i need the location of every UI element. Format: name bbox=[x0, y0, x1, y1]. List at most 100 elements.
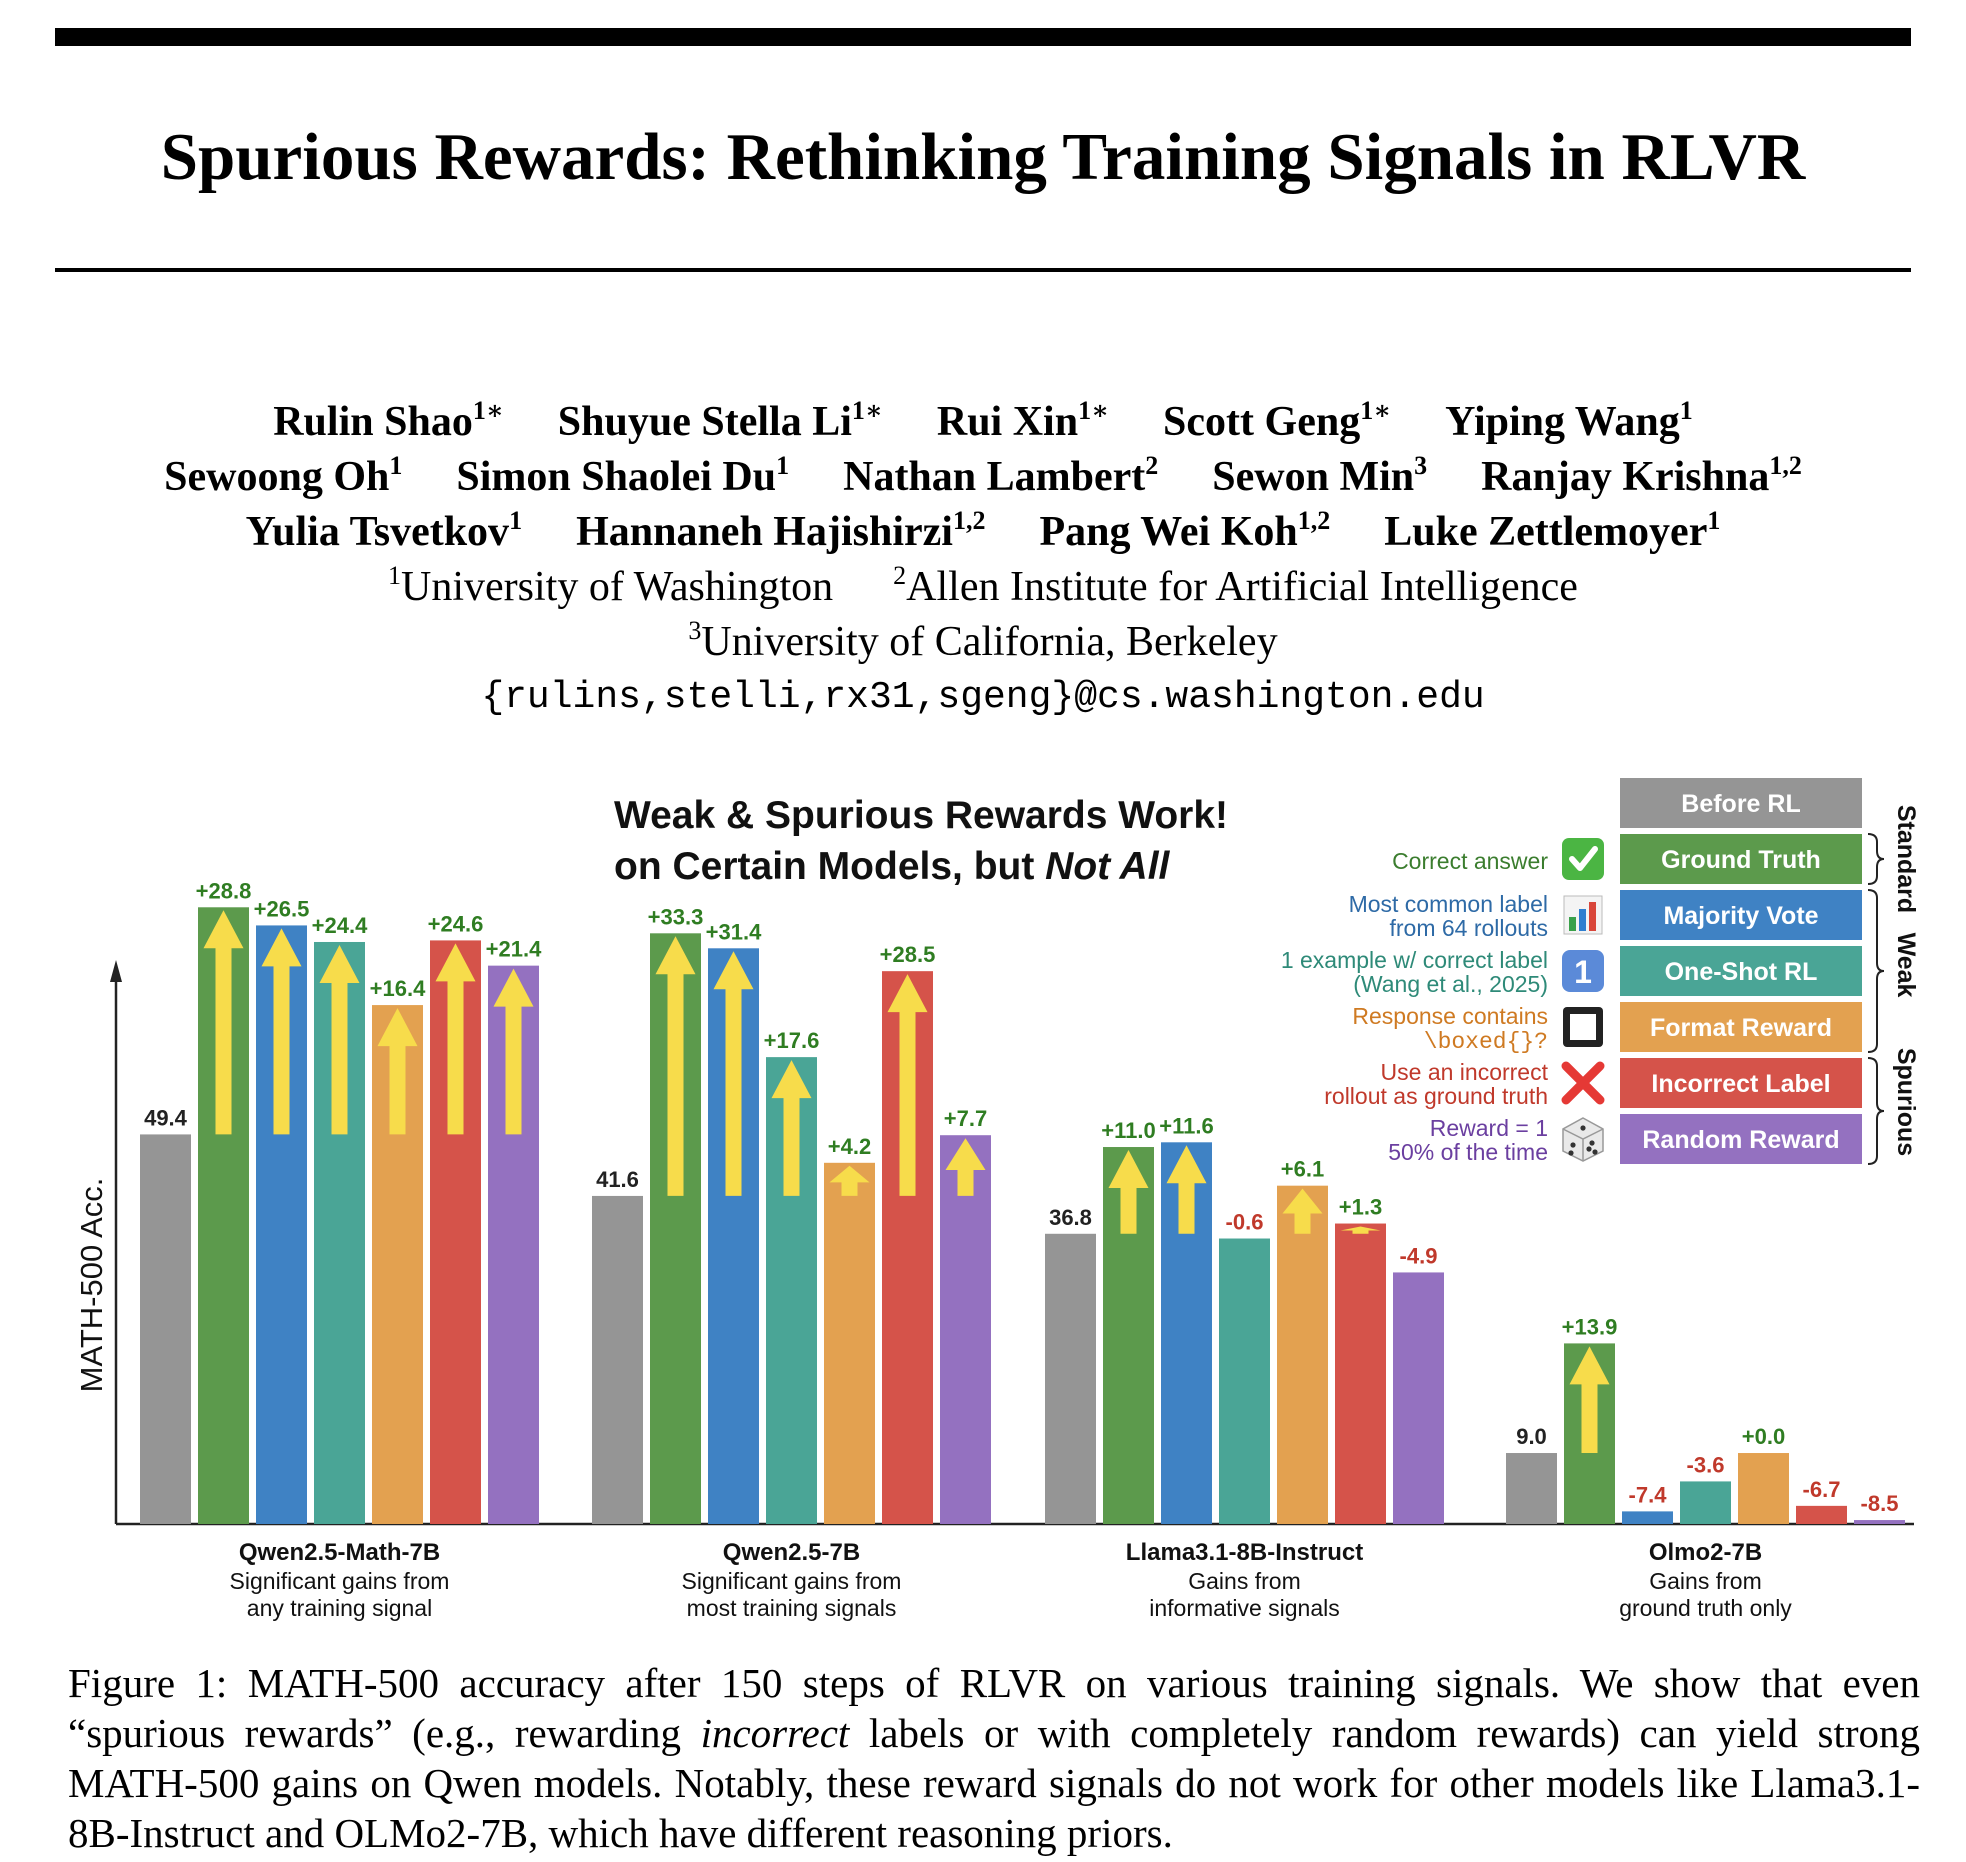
author-name: Rui Xin1∗ bbox=[937, 395, 1109, 450]
bar-delta-label: +16.4 bbox=[370, 976, 426, 1001]
caption-text: Figure 1: MATH-500 accuracy after 150 st… bbox=[68, 1660, 1920, 1756]
legend-label: Majority Vote bbox=[1663, 902, 1818, 930]
legend-description: Most common label bbox=[1349, 891, 1548, 917]
bar-delta-label: +24.4 bbox=[312, 913, 368, 938]
author-name-text: Nathan Lambert bbox=[843, 454, 1146, 500]
bar-delta-label: -8.5 bbox=[1861, 1491, 1899, 1516]
author-block: Rulin Shao1∗ Shuyue Stella Li1∗ Rui Xin1∗ S… bbox=[0, 395, 1966, 725]
group-model-label: Olmo2-7B bbox=[1649, 1539, 1762, 1566]
gain-arrow bbox=[203, 910, 244, 1135]
bar-delta-label: +11.6 bbox=[1159, 1113, 1213, 1138]
author-name-text: Rulin Shao bbox=[273, 399, 473, 445]
affiliation: 1University of Washington bbox=[388, 560, 833, 615]
group-subtitle: Significant gains from bbox=[230, 1568, 450, 1594]
author-name: Luke Zettlemoyer1 bbox=[1384, 505, 1720, 560]
gain-arrow bbox=[1282, 1188, 1323, 1234]
affiliation-mark: 3 bbox=[688, 616, 702, 645]
legend-description: 1 example w/ correct label bbox=[1281, 947, 1548, 973]
author-name-text: Shuyue Stella Li bbox=[557, 399, 852, 445]
legend-label: Ground Truth bbox=[1661, 846, 1821, 874]
gain-arrow bbox=[1108, 1150, 1149, 1234]
author-name: Pang Wei Koh1,2 bbox=[1039, 505, 1330, 560]
legend-description: (Wang et al., 2025) bbox=[1353, 971, 1548, 997]
bar bbox=[1335, 1223, 1386, 1524]
gain-arrow bbox=[655, 936, 696, 1196]
author-affiliation-mark: 1,2 bbox=[1297, 506, 1331, 535]
author-affiliation-mark: 2 bbox=[1145, 451, 1159, 480]
y-axis-arrow bbox=[110, 960, 122, 982]
bar-delta-label: +33.3 bbox=[648, 904, 704, 929]
legend-description: Reward = 1 bbox=[1430, 1115, 1548, 1141]
bar-delta-label: +6.1 bbox=[1281, 1157, 1324, 1182]
author-name-text: Scott Geng bbox=[1163, 399, 1361, 445]
caption-emphasis: incorrect bbox=[700, 1710, 850, 1756]
affiliation-line: 3University of California, Berkeley bbox=[0, 615, 1966, 670]
bar bbox=[1506, 1453, 1557, 1524]
bar-value-label: 9.0 bbox=[1516, 1424, 1547, 1449]
bar-delta-label: +17.6 bbox=[764, 1028, 820, 1053]
group-subtitle: any training signal bbox=[247, 1595, 432, 1621]
legend-description: rollout as ground truth bbox=[1324, 1083, 1548, 1109]
title-rule bbox=[55, 268, 1911, 272]
bar bbox=[1680, 1481, 1731, 1524]
y-axis-label: MATH-500 Acc. bbox=[74, 1178, 109, 1393]
legend-description: Use an incorrect bbox=[1381, 1059, 1549, 1085]
author-name: Ranjay Krishna1,2 bbox=[1481, 450, 1802, 505]
dice-icon bbox=[1562, 1117, 1604, 1162]
bar-delta-label: -4.9 bbox=[1400, 1243, 1438, 1268]
bar bbox=[824, 1162, 875, 1524]
author-name-text: Yulia Tsvetkov bbox=[245, 509, 510, 555]
bar-delta-label: +11.0 bbox=[1101, 1118, 1155, 1143]
gain-arrow bbox=[377, 1008, 418, 1135]
author-line: Yulia Tsvetkov 1 Hannaneh Hajishirzi1,2 Pan… bbox=[0, 505, 1966, 560]
legend-description: from 64 rollouts bbox=[1389, 915, 1548, 941]
bar-delta-label: +31.4 bbox=[706, 919, 762, 944]
legend-swatch bbox=[1620, 946, 1862, 996]
author-name: Scott Geng1∗ bbox=[1163, 395, 1391, 450]
author-affiliation-mark: 3 bbox=[1414, 451, 1428, 480]
bar-chart-icon bbox=[1563, 895, 1603, 935]
author-name: Hannaneh Hajishirzi1,2 bbox=[576, 505, 985, 560]
bar-delta-label: +4.2 bbox=[828, 1134, 871, 1159]
gain-arrow bbox=[829, 1165, 870, 1196]
bar-delta-label: +26.5 bbox=[254, 896, 310, 921]
bar bbox=[1738, 1453, 1789, 1524]
author-affiliation-mark: 1 bbox=[776, 451, 790, 480]
author-name-text: Sewoong Oh bbox=[164, 454, 390, 500]
gain-arrow bbox=[435, 943, 476, 1135]
bar bbox=[1622, 1511, 1673, 1524]
legend-description: \boxed{}? bbox=[1424, 1029, 1548, 1055]
bar-value-label: 41.6 bbox=[596, 1167, 639, 1192]
legend-bracket bbox=[1867, 889, 1885, 1053]
bar-delta-label: -7.4 bbox=[1629, 1482, 1668, 1507]
author-name: Nathan Lambert2 bbox=[843, 450, 1158, 505]
legend-swatch bbox=[1620, 1058, 1862, 1108]
figure-title-line-1: Weak & Spurious Rewards Work! bbox=[614, 794, 1228, 837]
bar bbox=[592, 1195, 643, 1524]
bar-delta-label: +1.3 bbox=[1339, 1195, 1382, 1220]
top-rule bbox=[55, 28, 1911, 46]
group-subtitle: Gains from bbox=[1188, 1568, 1300, 1594]
author-name: Sewoong Oh1 bbox=[164, 450, 402, 505]
legend-label: Random Reward bbox=[1642, 1126, 1839, 1154]
bar-delta-label: -3.6 bbox=[1687, 1452, 1725, 1477]
author-name: Sewon Min3 bbox=[1212, 450, 1427, 505]
group-subtitle: informative signals bbox=[1149, 1595, 1339, 1621]
author-line: Rulin Shao1∗ Shuyue Stella Li1∗ Rui Xin1∗ S… bbox=[0, 395, 1966, 450]
author-email: {rulins,stelli,rx31,sgeng}@cs.washington… bbox=[481, 676, 1485, 719]
author-name: Yiping Wang1 bbox=[1445, 395, 1693, 450]
bar bbox=[140, 1134, 191, 1524]
group-subtitle: most training signals bbox=[687, 1595, 897, 1621]
gain-arrow bbox=[713, 951, 754, 1196]
bar bbox=[1393, 1272, 1444, 1524]
author-line: Sewoong Oh1 Simon Shaolei Du1 Nathan Lambe… bbox=[0, 450, 1966, 505]
bar-delta-label: +0.0 bbox=[1742, 1424, 1785, 1449]
author-name: Shuyue Stella Li1∗ bbox=[558, 395, 883, 450]
bar bbox=[1045, 1233, 1096, 1524]
affiliation: 3University of California, Berkeley bbox=[688, 615, 1277, 670]
legend-swatch bbox=[1620, 890, 1862, 940]
gain-arrow bbox=[887, 974, 928, 1196]
author-affiliation-mark: 1 bbox=[1707, 506, 1721, 535]
svg-text:1: 1 bbox=[1574, 954, 1592, 990]
chart: MATH-500 Acc. 49.4 +28.8+26.5+24.4 +16.4 +24… bbox=[74, 878, 1914, 1621]
